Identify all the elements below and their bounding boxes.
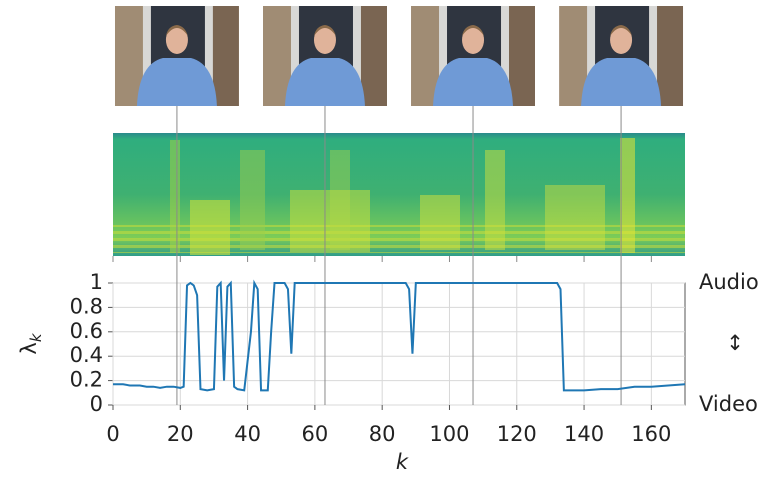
x-tick-label: 20 [167, 422, 194, 446]
chart: k λk Audio ↕ Video 00.20.40.60.810204060… [0, 0, 771, 477]
video-frame [263, 6, 387, 106]
y-tick-label: 0 [90, 392, 103, 416]
x-tick-label: 80 [369, 422, 396, 446]
y-tick-label: 0.6 [70, 319, 103, 343]
annotation-arrow: ↕ [726, 331, 744, 355]
y-tick-label: 1 [90, 270, 103, 294]
y-axis-label: λk [17, 332, 45, 354]
y-tick-label: 0.8 [70, 294, 103, 318]
x-tick-label: 0 [106, 422, 119, 446]
x-tick-label: 140 [564, 422, 604, 446]
y-tick-label: 0.2 [70, 368, 103, 392]
video-frame [559, 6, 683, 106]
annotation-audio: Audio [699, 270, 759, 294]
x-tick-label: 160 [631, 422, 671, 446]
data-line [113, 283, 685, 390]
y-tick-label: 0.4 [70, 343, 103, 367]
video-frame [115, 6, 239, 106]
x-tick-label: 40 [234, 422, 261, 446]
x-tick-label: 100 [429, 422, 469, 446]
annotation-video: Video [699, 392, 758, 416]
video-frame [411, 6, 535, 106]
x-tick-label: 120 [497, 422, 537, 446]
x-axis-label: k [396, 450, 409, 474]
x-tick-label: 60 [302, 422, 329, 446]
spectrogram [113, 133, 685, 256]
